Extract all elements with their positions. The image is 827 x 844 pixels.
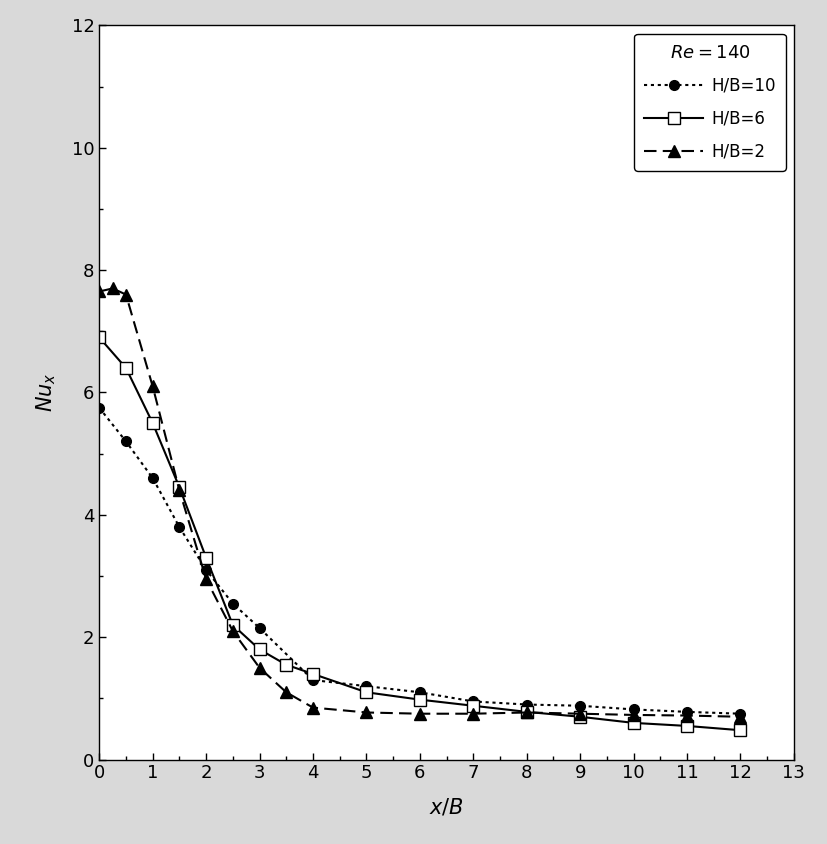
H/B=2 bbox=[735, 711, 745, 722]
H/B=2 bbox=[148, 381, 158, 392]
H/B=10 bbox=[629, 705, 638, 715]
H/B=2 bbox=[255, 663, 265, 673]
H/B=10 bbox=[121, 436, 131, 446]
Line: H/B=2: H/B=2 bbox=[93, 283, 746, 722]
H/B=2 bbox=[201, 574, 211, 584]
H/B=6 bbox=[522, 706, 532, 717]
H/B=2 bbox=[174, 485, 184, 495]
H/B=6 bbox=[361, 687, 371, 697]
H/B=10 bbox=[576, 701, 586, 711]
H/B=6 bbox=[682, 721, 692, 731]
H/B=10 bbox=[228, 598, 238, 609]
H/B=6 bbox=[576, 711, 586, 722]
H/B=6 bbox=[415, 695, 425, 705]
H/B=10 bbox=[735, 709, 745, 719]
H/B=10 bbox=[468, 696, 478, 706]
H/B=10 bbox=[148, 473, 158, 483]
H/B=6 bbox=[121, 363, 131, 373]
Legend: H/B=10, H/B=6, H/B=2: H/B=10, H/B=6, H/B=2 bbox=[634, 34, 786, 170]
H/B=6 bbox=[148, 418, 158, 428]
H/B=6 bbox=[174, 482, 184, 492]
H/B=6 bbox=[735, 725, 745, 735]
Y-axis label: $\mathit{Nu_x}$: $\mathit{Nu_x}$ bbox=[34, 373, 58, 412]
H/B=10 bbox=[201, 565, 211, 575]
H/B=2 bbox=[682, 711, 692, 721]
H/B=2 bbox=[94, 286, 104, 296]
H/B=10 bbox=[682, 706, 692, 717]
H/B=2 bbox=[308, 702, 318, 712]
H/B=6 bbox=[255, 645, 265, 655]
Line: H/B=6: H/B=6 bbox=[93, 332, 746, 736]
H/B=6 bbox=[201, 553, 211, 563]
H/B=10 bbox=[522, 700, 532, 710]
H/B=6 bbox=[228, 619, 238, 630]
H/B=6 bbox=[94, 333, 104, 343]
H/B=6 bbox=[629, 717, 638, 728]
H/B=2 bbox=[629, 710, 638, 720]
H/B=10 bbox=[255, 623, 265, 633]
H/B=10 bbox=[415, 687, 425, 697]
H/B=10 bbox=[94, 403, 104, 413]
H/B=10 bbox=[308, 675, 318, 685]
H/B=2 bbox=[522, 707, 532, 717]
H/B=2 bbox=[281, 687, 291, 697]
X-axis label: $\mathit{x/B}$: $\mathit{x/B}$ bbox=[429, 797, 464, 817]
Line: H/B=10: H/B=10 bbox=[94, 403, 745, 718]
H/B=2 bbox=[228, 626, 238, 636]
H/B=2 bbox=[121, 289, 131, 300]
H/B=2 bbox=[108, 284, 117, 294]
H/B=2 bbox=[361, 707, 371, 717]
H/B=6 bbox=[308, 668, 318, 679]
H/B=2 bbox=[415, 709, 425, 719]
H/B=6 bbox=[468, 701, 478, 711]
H/B=2 bbox=[576, 709, 586, 719]
H/B=2 bbox=[468, 709, 478, 719]
H/B=6 bbox=[281, 660, 291, 670]
H/B=10 bbox=[361, 681, 371, 691]
H/B=10 bbox=[174, 522, 184, 533]
